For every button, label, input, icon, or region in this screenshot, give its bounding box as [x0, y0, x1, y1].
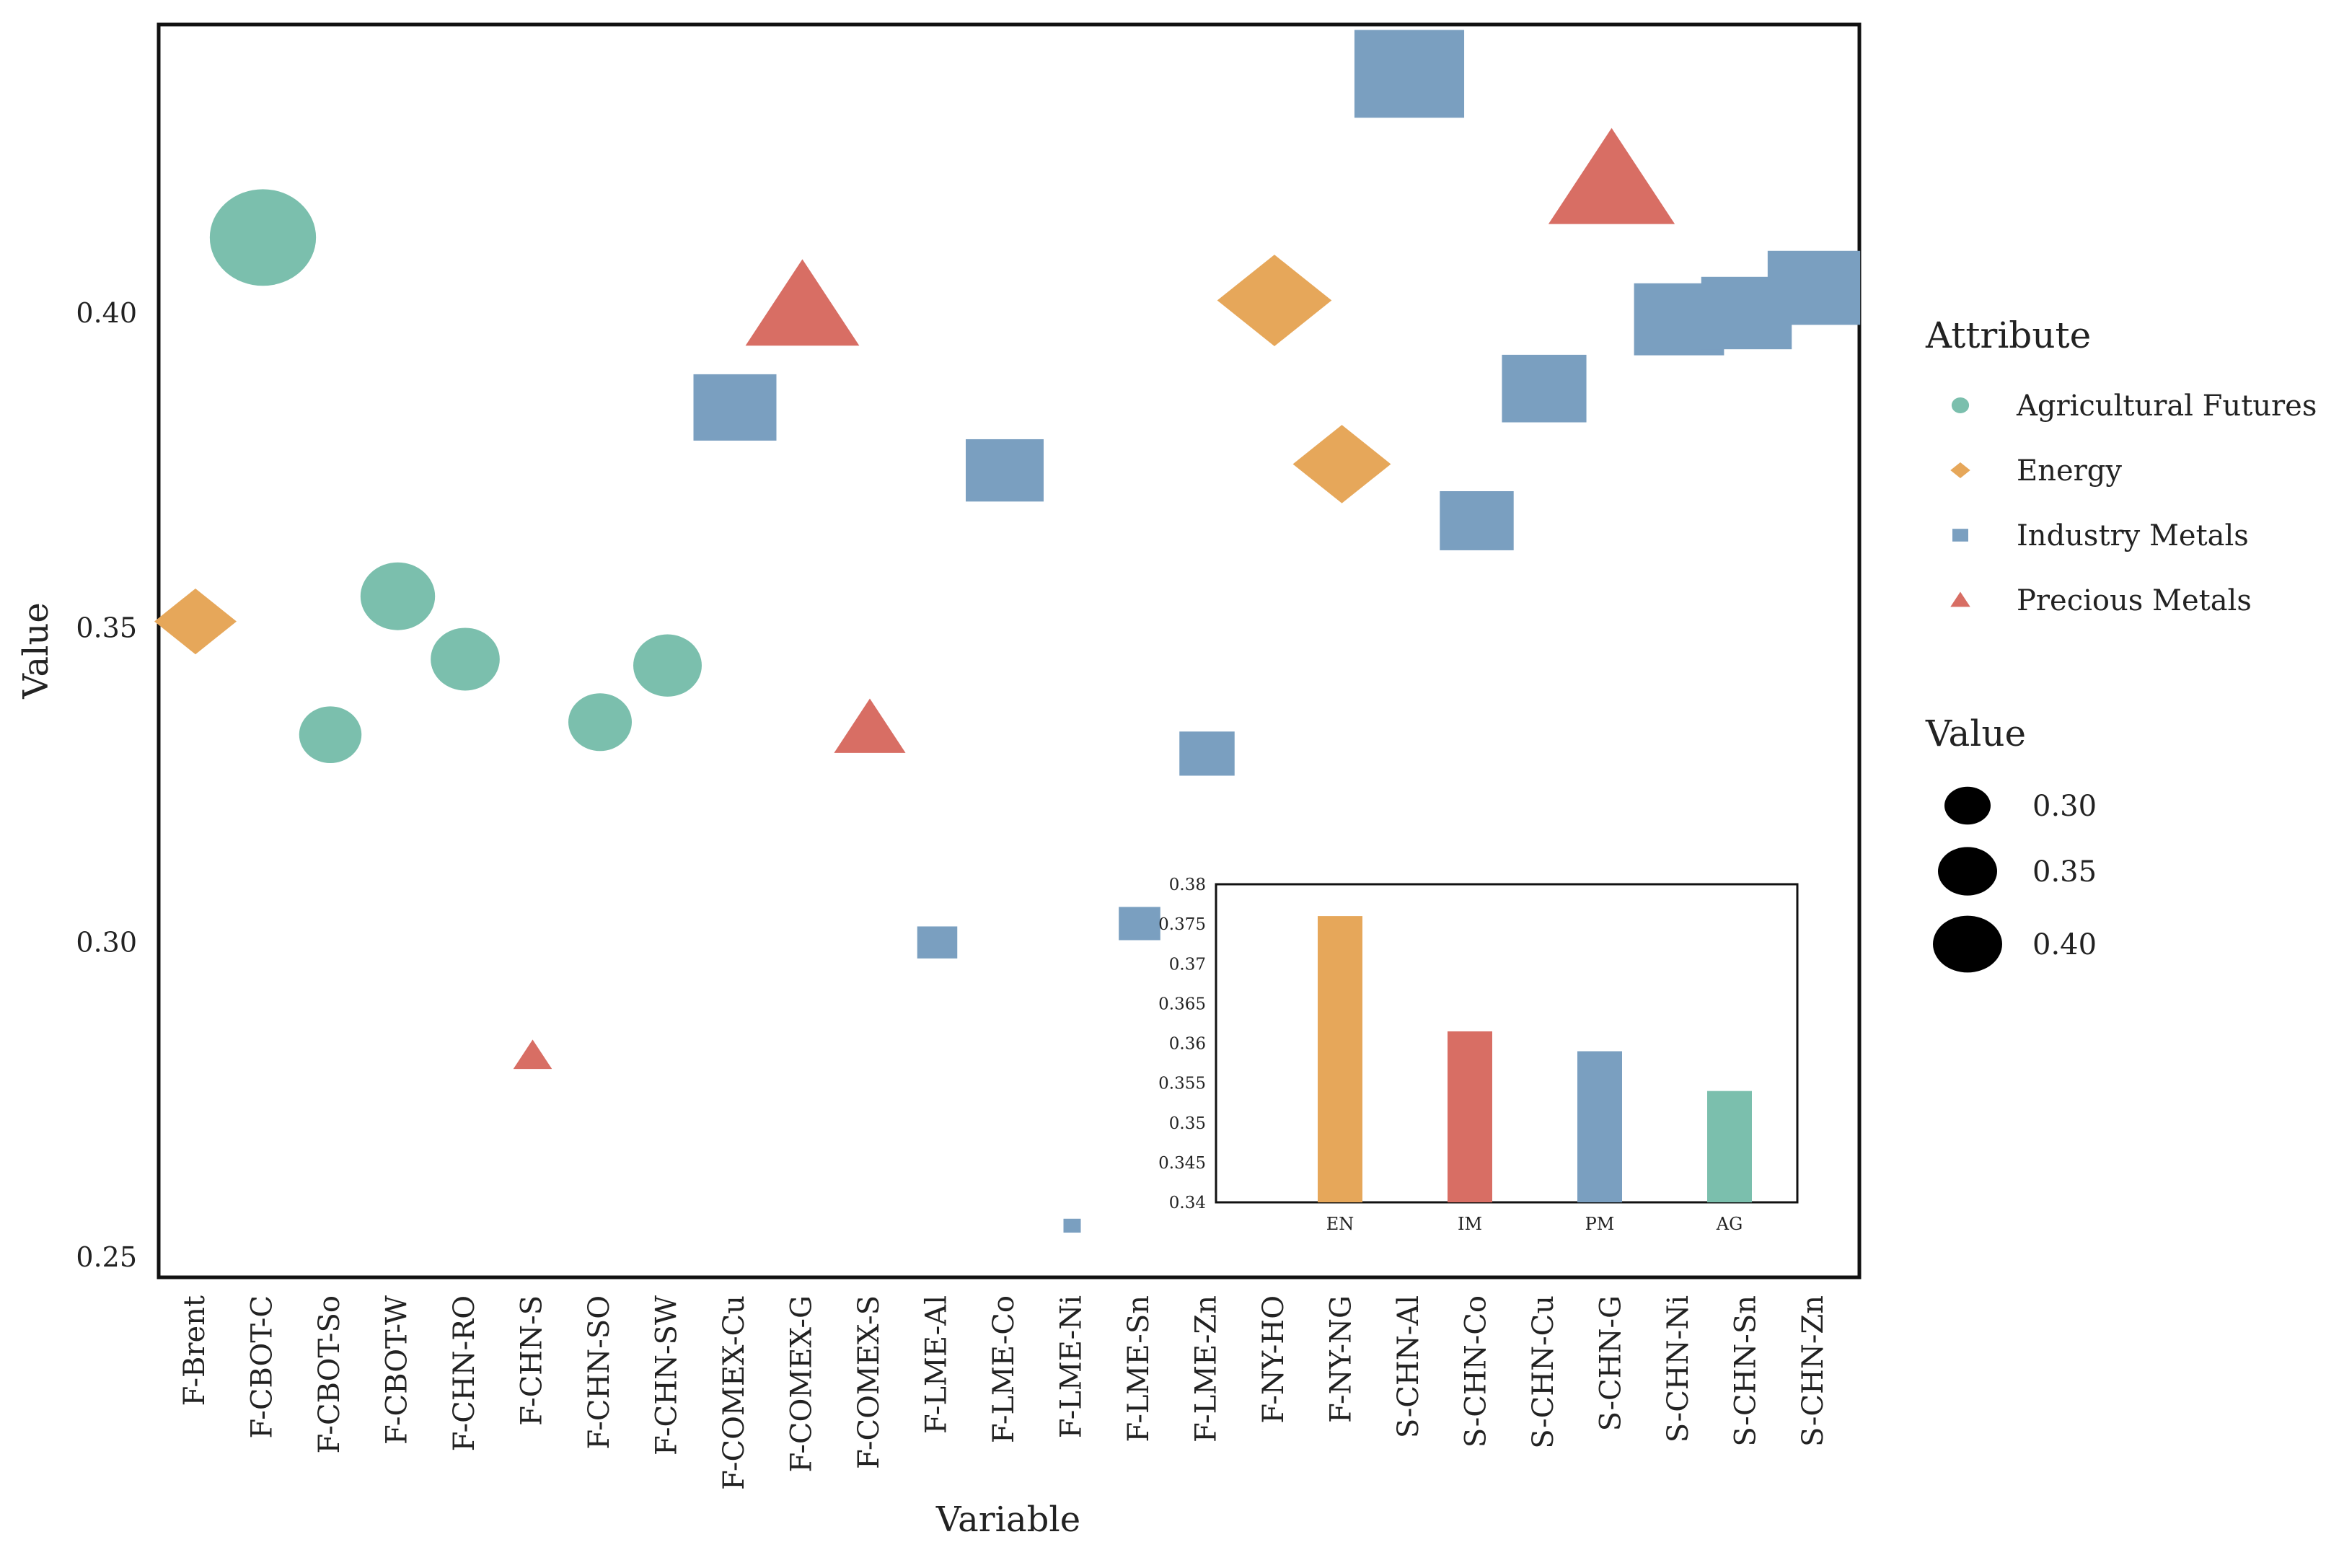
data-point [1767, 250, 1861, 325]
legend-size-marker [1944, 786, 1991, 825]
data-point [1292, 425, 1391, 503]
legend-marker [1950, 591, 1970, 607]
y-axis-title: Value [16, 602, 56, 700]
legend-value-title: Value [1925, 713, 2026, 754]
inset-x-tick-label: AG [1716, 1214, 1743, 1234]
inset-bar [1318, 916, 1362, 1202]
inset-y-tick-label: 0.355 [1158, 1075, 1206, 1093]
data-point [1119, 907, 1160, 941]
x-axis-title: Variable [935, 1499, 1080, 1540]
data-point [360, 562, 436, 630]
legend-size-marker [1933, 915, 2002, 973]
data-point [1548, 128, 1675, 224]
data-point [745, 259, 860, 346]
x-tick-label: F-LME-Co [987, 1295, 1021, 1443]
x-tick-label: F-CHN-S [516, 1295, 549, 1426]
x-tick-label: F-COMEX-Cu [718, 1295, 751, 1490]
data-point [1217, 255, 1332, 346]
inset-x-tick-label: EN [1326, 1214, 1354, 1234]
data-point [1502, 354, 1587, 423]
legend-marker [1952, 529, 1968, 542]
legend-label: Precious Metals [2017, 584, 2252, 617]
y-tick-label: 0.30 [76, 927, 137, 959]
legend-marker [1951, 397, 1970, 413]
x-tick-label: F-CBOT-W [381, 1295, 414, 1445]
legend-label: Industry Metals [2017, 519, 2249, 552]
data-point [917, 926, 958, 959]
x-tick-label: S-CHN-Ni [1662, 1295, 1695, 1443]
x-tick-label: F-CHN-RO [448, 1295, 481, 1451]
data-point [513, 1039, 552, 1070]
x-tick-label: F-CBOT-So [313, 1295, 346, 1454]
data-point [966, 439, 1044, 502]
inset-y-tick-label: 0.36 [1169, 1035, 1206, 1054]
y-tick-label: 0.35 [76, 612, 137, 643]
x-tick-label: F-LME-Sn [1122, 1295, 1155, 1443]
legend-attribute-title: Attribute [1925, 314, 2091, 356]
inset-y-tick-label: 0.38 [1169, 876, 1206, 894]
x-tick-label: S-CHN-Zn [1797, 1295, 1830, 1447]
plot-border [157, 22, 1862, 1279]
data-point [1354, 30, 1465, 118]
x-tick-label: F-NY-HO [1257, 1295, 1290, 1424]
x-tick-label: S-CHN-Cu [1527, 1295, 1560, 1449]
legend: Attribute Agricultural Futures Energy Indus… [1925, 314, 2317, 973]
inset-y-tick-label: 0.34 [1169, 1194, 1206, 1212]
legend-size-marker [1938, 847, 1997, 896]
data-point [1179, 731, 1235, 776]
inset-y-tick-label: 0.375 [1158, 915, 1206, 934]
data-point [299, 706, 362, 763]
data-point [209, 189, 317, 286]
data-point [633, 634, 702, 697]
inset-x-tick-label: PM [1585, 1214, 1615, 1234]
x-tick-label: S-CHN-Al [1392, 1295, 1425, 1438]
inset-y-tick-label: 0.37 [1169, 955, 1206, 974]
x-tick-label: F-CHN-SW [651, 1295, 684, 1455]
y-tick-label: 0.25 [76, 1241, 137, 1273]
y-tick-label: 0.40 [76, 297, 137, 329]
data-point [1063, 1218, 1081, 1233]
inset-y-tick-label: 0.345 [1158, 1154, 1206, 1173]
x-tick-label: F-LME-Zn [1190, 1295, 1223, 1443]
inset-border [1215, 883, 1799, 1204]
inset-bar [1448, 1031, 1492, 1202]
legend-label: Energy [2017, 454, 2122, 488]
inset-x-tick-label: IM [1458, 1214, 1482, 1234]
inset-bar [1707, 1091, 1752, 1202]
data-point [834, 698, 906, 753]
data-points [154, 30, 1861, 1233]
x-tick-label: F-LME-Ni [1055, 1295, 1088, 1438]
inset-y-tick-label: 0.365 [1158, 995, 1206, 1013]
legend-size-label: 0.40 [2032, 928, 2097, 961]
data-point [154, 589, 237, 655]
x-tick-label: F-CHN-SO [583, 1295, 616, 1450]
inset-bar [1577, 1051, 1622, 1202]
data-point [1440, 491, 1514, 550]
legend-size-label: 0.30 [2032, 790, 2097, 823]
x-tick-label: F-Brent [178, 1295, 211, 1406]
x-tick-label: S-CHN-Co [1460, 1295, 1493, 1448]
x-tick-label: F-NY-NG [1325, 1295, 1358, 1423]
data-point [431, 627, 500, 691]
x-tick-label: F-LME-Al [920, 1295, 953, 1434]
x-tick-label: S-CHN-Sn [1730, 1295, 1763, 1447]
x-tick-label: F-COMEX-S [853, 1295, 886, 1469]
legend-label: Agricultural Futures [2016, 389, 2317, 423]
x-tick-label: S-CHN-G [1595, 1295, 1628, 1431]
legend-size-label: 0.35 [2032, 855, 2097, 889]
inset-bar-chart: 0.34 0.345 0.35 0.355 0.36 0.365 0.37 0.375 0.38… [1158, 876, 1799, 1234]
legend-marker [1950, 462, 1970, 478]
data-point [693, 374, 777, 441]
inset-y-tick-label: 0.35 [1169, 1114, 1206, 1133]
x-tick-label: F-CBOT-C [246, 1295, 279, 1439]
x-tick-label: F-COMEX-G [785, 1295, 819, 1473]
data-point [568, 693, 632, 752]
main-plot: 0.25 0.30 0.35 0.40 F-Brent F-CBOT-C F-CBOT-So… [16, 22, 1862, 1540]
